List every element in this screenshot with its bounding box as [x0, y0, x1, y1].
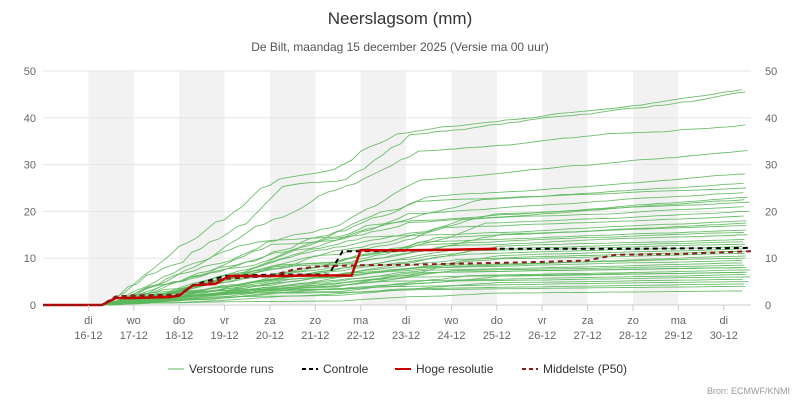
legend-label-2: Hoge resolutie [416, 362, 494, 376]
perturbed-run-5 [43, 182, 744, 306]
axes: 0 0 10 10 20 20 30 30 40 40 50 50 di 16-12 wo 17-12 do 18… [24, 66, 778, 342]
perturbed-run-11 [43, 206, 744, 306]
weekend-band-0 [88, 71, 134, 305]
x-tick-day-9: do [491, 315, 503, 327]
perturbed-run-43 [43, 290, 743, 306]
x-tick-date-11: 27-12 [574, 330, 602, 342]
perturbed-run-2 [43, 124, 746, 306]
x-tick-date-8: 24-12 [437, 330, 465, 342]
x-tick-day-5: zo [309, 315, 321, 327]
legend-label-0: Verstoorde runs [189, 362, 274, 376]
perturbed-run-33 [43, 267, 744, 306]
series-line-2 [43, 250, 752, 306]
y-tick-right-30: 30 [765, 160, 777, 172]
series-line-1 [43, 247, 497, 307]
x-tick-day-12: zo [627, 315, 639, 327]
x-tick-day-8: wo [443, 315, 458, 327]
x-tick-date-6: 22-12 [347, 330, 375, 342]
main-series [43, 246, 752, 307]
x-tick-date-4: 20-12 [256, 330, 284, 342]
perturbed-run-8 [43, 196, 748, 306]
chart-title: Neerslagsom (mm) [328, 9, 473, 28]
y-tick-left-0: 0 [30, 300, 36, 312]
x-tick-date-13: 29-12 [664, 330, 692, 342]
y-tick-left-20: 20 [24, 206, 36, 218]
x-tick-date-5: 21-12 [301, 330, 329, 342]
perturbed-run-7 [43, 192, 744, 306]
perturbed-runs [43, 89, 751, 306]
perturbed-run-20 [43, 239, 745, 306]
chart-subtitle: De Bilt, maandag 15 december 2025 (Versi… [251, 40, 549, 54]
legend-label-1: Controle [323, 362, 369, 376]
perturbed-run-14 [43, 220, 747, 306]
x-tick-day-2: do [173, 315, 185, 327]
x-tick-date-3: 19-12 [210, 330, 238, 342]
perturbed-run-6 [43, 187, 747, 306]
x-tick-day-6: ma [353, 315, 369, 327]
x-tick-day-1: wo [126, 315, 141, 327]
x-tick-day-13: ma [671, 315, 687, 327]
x-tick-date-12: 28-12 [619, 330, 647, 342]
x-tick-day-4: za [264, 315, 277, 327]
perturbed-run-22 [43, 243, 745, 306]
perturbed-run-38 [43, 276, 751, 306]
perturbed-run-42 [43, 285, 746, 306]
x-tick-day-10: vr [538, 315, 548, 327]
y-tick-left-40: 40 [24, 113, 36, 125]
y-tick-left-50: 50 [24, 66, 36, 78]
perturbed-run-10 [43, 201, 750, 306]
legend-label-3: Middelste (P50) [543, 362, 627, 376]
x-tick-day-7: di [402, 315, 411, 327]
perturbed-run-1 [43, 91, 746, 306]
y-tick-right-50: 50 [765, 66, 777, 78]
y-tick-right-20: 20 [765, 206, 777, 218]
y-tick-right-10: 10 [765, 253, 777, 265]
x-tick-date-7: 23-12 [392, 330, 420, 342]
perturbed-run-39 [43, 278, 743, 306]
x-tick-day-14: di [719, 315, 728, 327]
x-tick-date-14: 30-12 [710, 330, 738, 342]
x-tick-date-10: 26-12 [528, 330, 556, 342]
credit-text: Bron: ECMWF/KNMI [707, 386, 790, 396]
weekend-bands [88, 71, 679, 305]
x-tick-date-2: 18-12 [165, 330, 193, 342]
y-tick-right-40: 40 [765, 113, 777, 125]
x-tick-day-11: za [582, 315, 595, 327]
legend: Verstoorde runs Controle Hoge resolutie Mid… [168, 362, 627, 376]
weekend-band-3 [360, 71, 407, 305]
perturbed-run-0 [43, 89, 742, 306]
x-tick-day-0: di [84, 315, 93, 327]
x-tick-date-1: 17-12 [120, 330, 148, 342]
x-tick-day-3: vr [220, 315, 230, 327]
perturbed-run-37 [43, 274, 746, 306]
x-tick-date-0: 16-12 [74, 330, 102, 342]
y-tick-right-0: 0 [765, 300, 771, 312]
y-tick-left-10: 10 [24, 253, 36, 265]
perturbed-run-3 [43, 150, 748, 306]
perturbed-run-29 [43, 260, 743, 306]
perturbed-run-41 [43, 283, 745, 306]
y-tick-left-30: 30 [24, 160, 36, 172]
perturbed-run-4 [43, 173, 745, 306]
x-tick-date-9: 25-12 [483, 330, 511, 342]
